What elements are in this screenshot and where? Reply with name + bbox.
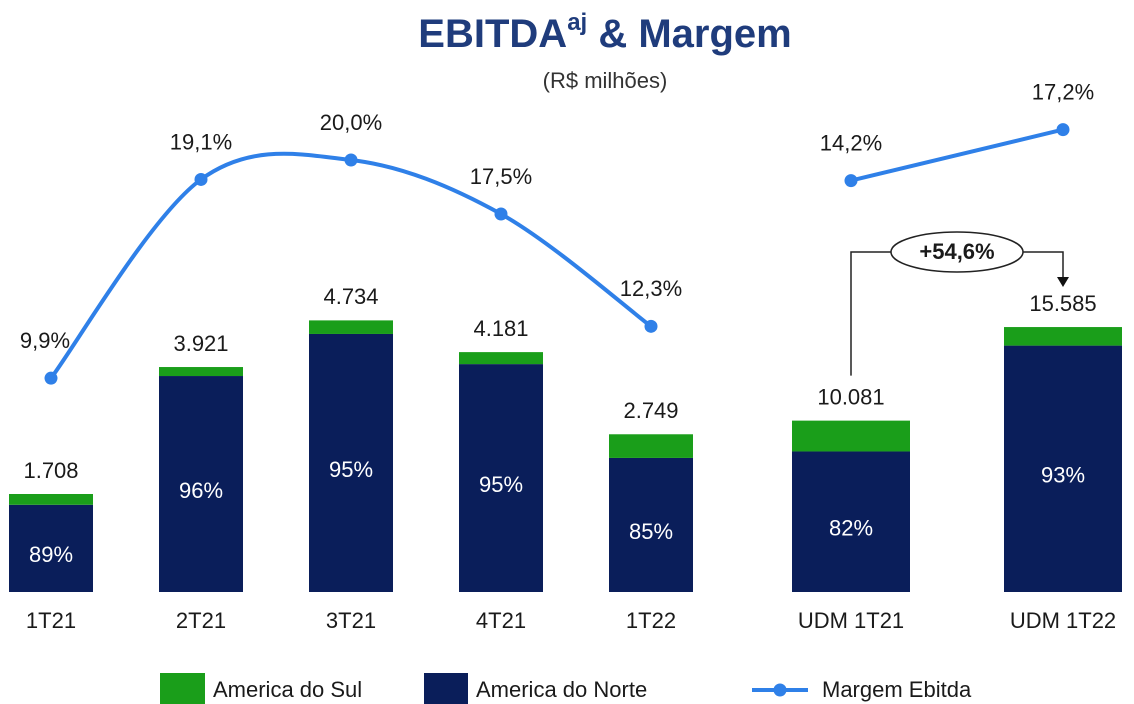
total-label: 4.734 xyxy=(323,284,378,309)
margin-point xyxy=(194,172,208,186)
total-label: 4.181 xyxy=(473,316,528,341)
bar-segment xyxy=(609,457,693,592)
chart-title: EBITDAaj & Margem xyxy=(418,9,791,55)
margin-label: 19,1% xyxy=(170,129,232,154)
bar-segment xyxy=(459,352,543,365)
total-label: 1.708 xyxy=(23,458,78,483)
margin-point xyxy=(1056,123,1070,137)
bar-segment xyxy=(9,494,93,505)
total-label: 15.585 xyxy=(1029,291,1096,316)
bar-segment xyxy=(1004,327,1122,346)
bar-segment xyxy=(309,320,393,334)
legend-label: America do Sul xyxy=(213,677,362,702)
title-sup: aj xyxy=(567,9,587,36)
legend-swatch xyxy=(160,673,205,704)
legend-label: Margem Ebitda xyxy=(822,677,972,702)
segment-label: 95% xyxy=(479,472,523,497)
margin-point xyxy=(344,153,358,167)
bar-segment xyxy=(9,504,93,592)
margin-label: 9,9% xyxy=(20,328,70,353)
bar-segment xyxy=(159,367,243,377)
bar-segment xyxy=(309,333,393,592)
margin-point xyxy=(44,371,58,385)
total-label: 2.749 xyxy=(623,398,678,423)
margin-point xyxy=(644,319,658,333)
x-tick-label: 3T21 xyxy=(326,608,376,633)
segment-label: 95% xyxy=(329,457,373,482)
x-tick-label: 1T21 xyxy=(26,608,76,633)
margin-label: 14,2% xyxy=(820,130,882,155)
margin-line xyxy=(850,127,1064,183)
legend-swatch xyxy=(424,673,468,704)
growth-oval xyxy=(890,231,1024,273)
bar-segment xyxy=(609,434,693,458)
margin-label: 20,0% xyxy=(320,110,382,135)
margin-label: 17,5% xyxy=(470,164,532,189)
margin-point xyxy=(844,174,858,188)
bar-segment xyxy=(792,420,910,452)
segment-label: 96% xyxy=(179,478,223,503)
title-main: EBITDA xyxy=(418,12,567,56)
total-label: 10.081 xyxy=(817,384,884,409)
bar-segment xyxy=(792,451,910,592)
legend-dot xyxy=(773,683,787,697)
title-rest: & Margem xyxy=(587,12,792,56)
x-tick-label: 1T22 xyxy=(626,608,676,633)
total-label: 3.921 xyxy=(173,331,228,356)
x-tick-label: UDM 1T21 xyxy=(798,608,904,633)
legend-label: America do Norte xyxy=(476,677,647,702)
margin-point xyxy=(494,207,508,221)
bar-segment xyxy=(159,376,243,592)
x-tick-label: 4T21 xyxy=(476,608,526,633)
segment-label: 93% xyxy=(1041,463,1085,488)
x-tick-label: 2T21 xyxy=(176,608,226,633)
segment-label: 89% xyxy=(29,542,73,567)
segment-label: 85% xyxy=(629,519,673,544)
margin-label: 17,2% xyxy=(1032,79,1094,104)
bar-segment xyxy=(1004,345,1122,592)
margin-label: 12,3% xyxy=(620,276,682,301)
bar-segment xyxy=(459,364,543,592)
subtitle: (R$ milhões) xyxy=(543,68,668,93)
segment-label: 82% xyxy=(829,516,873,541)
x-tick-label: UDM 1T22 xyxy=(1010,608,1116,633)
growth-label: +54,6% xyxy=(919,239,994,264)
growth-arrow xyxy=(1057,277,1069,288)
